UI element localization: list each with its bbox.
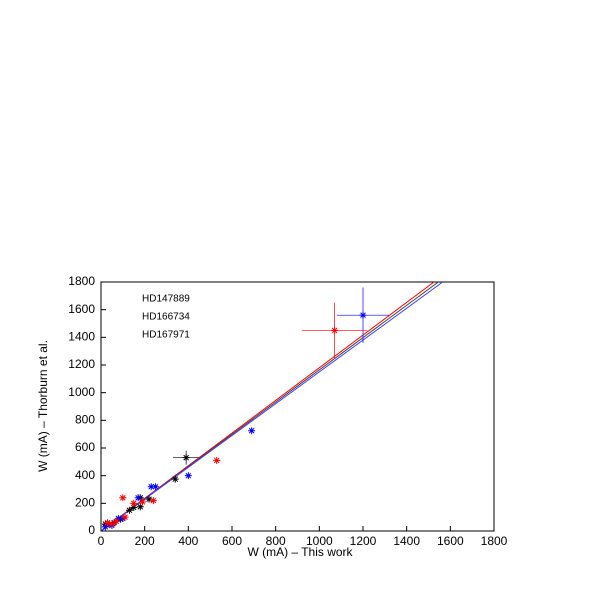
data-point (184, 472, 192, 480)
data-point (182, 454, 190, 462)
data-point (213, 456, 221, 464)
data-point (147, 483, 155, 491)
x-tick-label: 1400 (393, 534, 420, 548)
plot-frame (100, 281, 495, 532)
data-point (130, 499, 138, 507)
data-point (108, 520, 116, 528)
data-point (119, 494, 127, 502)
data-point (121, 513, 129, 521)
data-point (248, 427, 256, 435)
data-point (145, 495, 153, 503)
data-point (119, 515, 127, 523)
legend-label: HD166734 (142, 312, 190, 323)
x-tick-label: 1800 (481, 534, 508, 548)
x-tick-label: 1600 (437, 534, 464, 548)
x-tick-label: 200 (135, 534, 155, 548)
x-tick-label: 600 (222, 534, 242, 548)
y-tick-label: 1400 (68, 330, 95, 344)
data-point (152, 483, 160, 491)
data-point (136, 503, 144, 511)
data-point (125, 506, 133, 514)
x-tick-label: 400 (178, 534, 198, 548)
data-point (138, 498, 146, 506)
y-tick-label: 1200 (68, 357, 95, 371)
plot-area (101, 282, 443, 531)
data-point (359, 311, 367, 319)
y-tick-label: 800 (75, 413, 95, 427)
y-tick-label: 600 (75, 440, 95, 454)
x-tick-label: 0 (98, 534, 105, 548)
y-tick-label: 1000 (68, 385, 95, 399)
y-tick-label: 400 (75, 468, 95, 482)
data-point (114, 515, 122, 523)
y-tick-label: 1800 (68, 274, 95, 288)
data-point (112, 517, 120, 525)
legend-label: HD147889 (142, 294, 190, 305)
x-tick-label: 1000 (306, 534, 333, 548)
legend-label: HD167971 (142, 330, 190, 341)
fit-line (101, 282, 443, 531)
data-point (134, 494, 142, 502)
y-tick-label: 0 (88, 523, 95, 537)
data-point (110, 519, 118, 527)
data-point (117, 515, 125, 523)
data-point (149, 497, 157, 505)
data-point (130, 503, 138, 511)
data-point (331, 326, 339, 334)
x-axis-label: W (mA) – This work (247, 545, 353, 559)
y-tick-label: 200 (75, 496, 95, 510)
x-tick-label: 1200 (350, 534, 377, 548)
y-axis-label: W (mA) – Thorburn et al. (36, 340, 50, 472)
x-tick-label: 800 (266, 534, 286, 548)
y-tick-label: 1600 (68, 302, 95, 316)
data-point (101, 523, 109, 531)
data-point (171, 475, 179, 483)
data-point (104, 519, 112, 527)
